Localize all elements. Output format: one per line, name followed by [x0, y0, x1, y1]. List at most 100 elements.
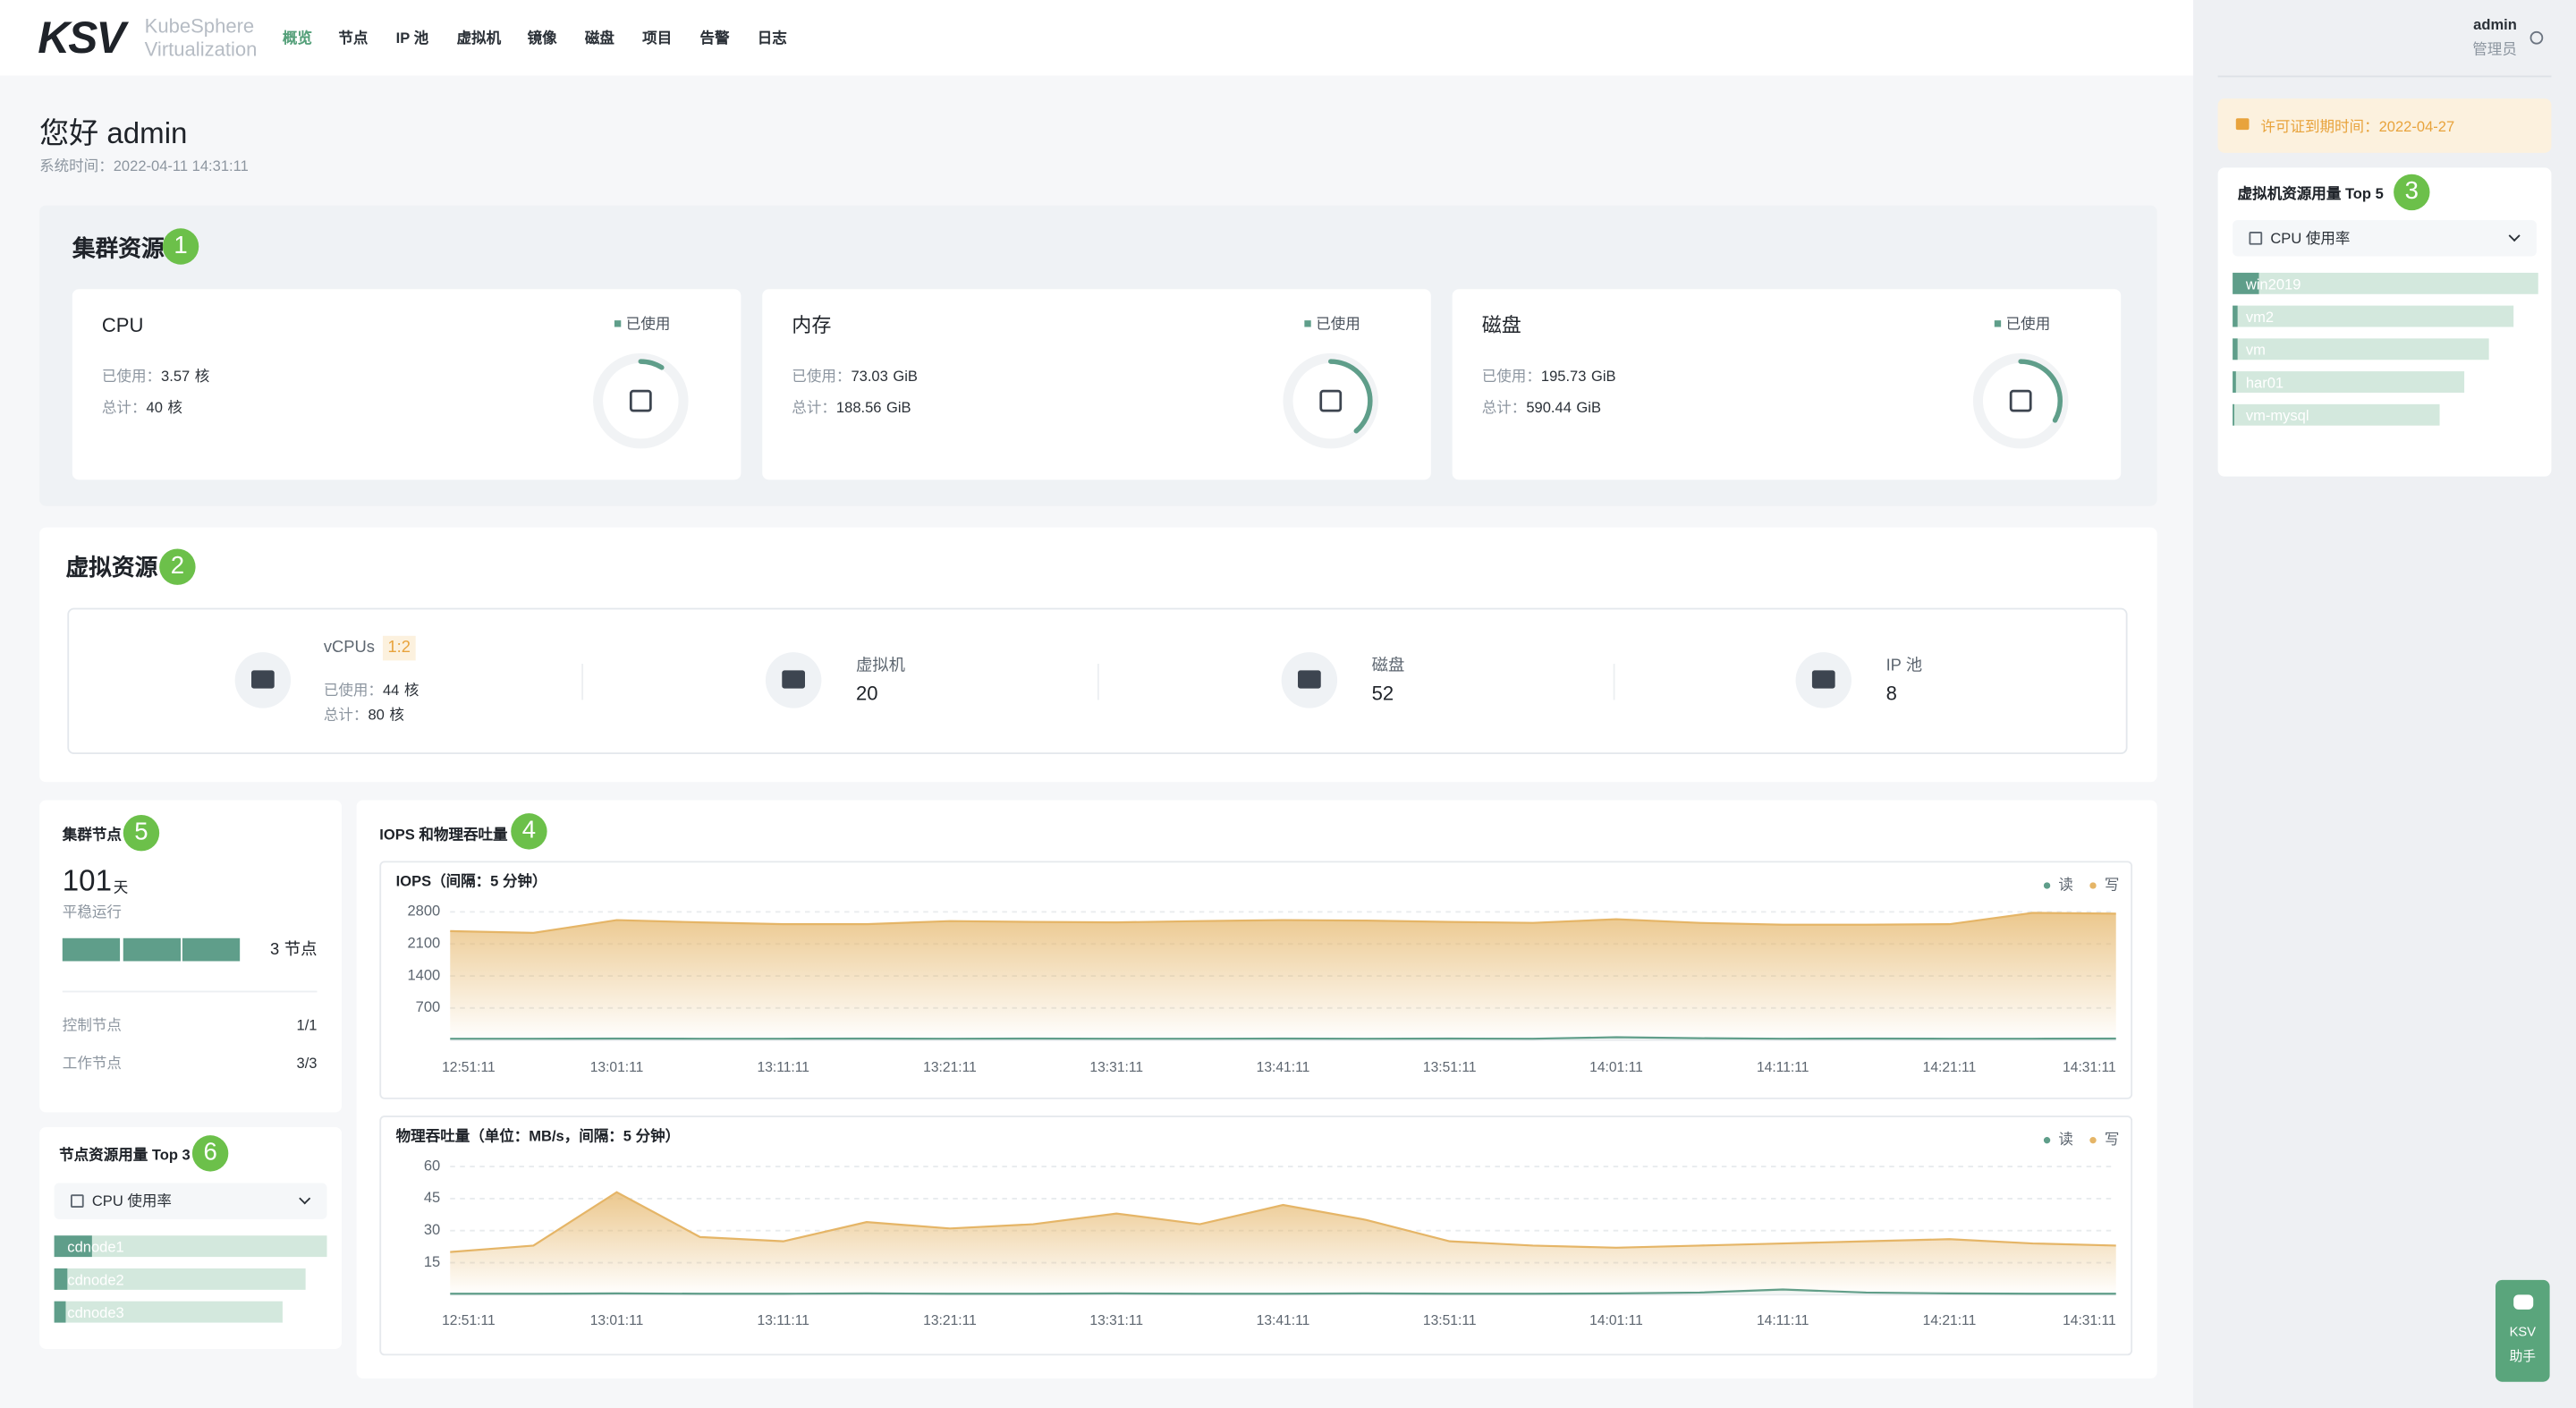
- brand-line: KubeSphere: [144, 14, 255, 38]
- resource-name: IP 池: [1885, 657, 1923, 675]
- step-badge: 1: [162, 228, 199, 265]
- nav-item[interactable]: 节点: [338, 29, 369, 46]
- panel-title: 节点资源用量 Top 3: [59, 1146, 191, 1163]
- step-badge: 3: [2394, 174, 2430, 211]
- nav-item[interactable]: 日志: [757, 29, 787, 46]
- bar-name: win2019: [2245, 275, 2301, 293]
- chart-box: [379, 861, 2133, 1099]
- node-segment: [62, 937, 121, 962]
- uptime-status: 平稳运行: [62, 903, 122, 920]
- bar-track: [54, 1235, 327, 1258]
- robot-icon: [2513, 1294, 2534, 1310]
- vcpu-total: 总计：80 核: [324, 706, 404, 724]
- step-badge: 2: [159, 548, 196, 585]
- nav-item[interactable]: 虚拟机: [456, 29, 502, 46]
- text-part: GiB: [1576, 398, 1602, 415]
- text-part: 188.56: [835, 398, 882, 415]
- resource-value: 8: [1885, 681, 1897, 705]
- text-part: 195.73: [1540, 367, 1587, 385]
- nav-item[interactable]: 告警: [699, 29, 730, 46]
- text-part: 总计：: [101, 398, 147, 415]
- node-row-value: 1/1: [296, 1016, 318, 1033]
- bar-value: [2233, 403, 2234, 426]
- bar-track: [2233, 272, 2538, 294]
- node-row-label: 工作节点: [62, 1054, 122, 1071]
- bar-value: [2233, 305, 2238, 327]
- logo: KSV: [38, 13, 125, 63]
- section-title: 虚拟资源: [65, 553, 158, 580]
- nav-item[interactable]: 概览: [282, 29, 313, 46]
- section-title: 集群资源: [72, 233, 165, 261]
- divider: [581, 664, 584, 700]
- card-name: 内存: [792, 313, 832, 337]
- text-part: 73.03: [851, 367, 888, 385]
- used-line: 已使用：73.03 GiB: [792, 368, 918, 386]
- resource-name: 磁盘: [1371, 657, 1405, 675]
- nav-item[interactable]: 项目: [642, 29, 673, 46]
- bar-name: vm2: [2245, 308, 2275, 325]
- system-time: 系统时间：2022-04-11 14:31:11: [39, 157, 249, 174]
- sidebar-divider: [2217, 75, 2552, 78]
- legend-dot: [1994, 320, 2002, 327]
- rule: [62, 990, 318, 993]
- nav-item[interactable]: 镜像: [527, 29, 557, 46]
- legend-dot: [614, 320, 622, 327]
- total-line: 总计：590.44 GiB: [1482, 399, 1601, 417]
- bar-value: [2233, 371, 2236, 393]
- uptime-unit: 天: [113, 878, 129, 895]
- license-box: [2217, 98, 2552, 153]
- card-name: CPU: [101, 313, 144, 337]
- user-role: 管理员: [2472, 40, 2517, 57]
- bar-track: [2233, 338, 2489, 360]
- node-row-value: 3/3: [296, 1054, 318, 1071]
- node-segment: [123, 937, 181, 962]
- bar-track: [2233, 305, 2514, 327]
- text-part: 核: [389, 706, 404, 723]
- text-part: 节点: [284, 941, 318, 960]
- bar-value: [2233, 338, 2238, 360]
- select-icon: [2249, 231, 2263, 245]
- resource-value: 20: [855, 681, 878, 705]
- text-part: GiB: [886, 398, 911, 415]
- top-bar: [0, 0, 2194, 76]
- settings-icon[interactable]: [2529, 30, 2544, 45]
- legend-label: 已使用: [2005, 314, 2051, 332]
- text-part: 590.44: [1526, 398, 1572, 415]
- text-part: 已使用：: [1481, 367, 1541, 385]
- bar-track: [2233, 371, 2465, 393]
- assistant-label: KSV: [2509, 1324, 2537, 1340]
- bar-value: [54, 1268, 68, 1290]
- nav-item[interactable]: IP 池: [395, 29, 429, 46]
- panel-title: 虚拟机资源用量 Top 5: [2237, 184, 2384, 202]
- text-part: 总计：: [1481, 398, 1527, 415]
- text-part: 44: [382, 681, 400, 698]
- bar-name: cdnode3: [67, 1303, 124, 1320]
- text-part: 40: [146, 398, 163, 415]
- total-line: 总计：188.56 GiB: [792, 399, 911, 417]
- metric-select[interactable]: [54, 1183, 327, 1219]
- legend-dot: [1304, 320, 1311, 327]
- text-part: 已使用：: [323, 681, 383, 698]
- user-name[interactable]: admin: [2473, 15, 2517, 32]
- nav-item[interactable]: 磁盘: [584, 29, 614, 46]
- step-badge: 5: [123, 815, 160, 852]
- legend-label: 已使用: [625, 314, 671, 332]
- chart-box: [379, 1115, 2133, 1356]
- text-part: GiB: [893, 367, 918, 385]
- select-icon: [70, 1194, 84, 1209]
- vcpu-used: 已使用：44 核: [324, 681, 419, 699]
- text-part: 核: [403, 681, 419, 698]
- bar-value: [2233, 272, 2259, 294]
- text-part: 核: [167, 398, 182, 415]
- resource-value: 52: [1371, 681, 1394, 705]
- text-part: 核: [194, 367, 210, 385]
- panel-title: 集群节点: [62, 826, 122, 843]
- metric-select[interactable]: [2233, 220, 2537, 257]
- bar-track: [2233, 403, 2440, 426]
- node-row-label: 控制节点: [62, 1016, 122, 1033]
- used-line: 已使用：195.73 GiB: [1482, 368, 1616, 386]
- divider: [1097, 664, 1099, 700]
- bar-value: [54, 1301, 65, 1323]
- text-part: 3: [270, 941, 280, 960]
